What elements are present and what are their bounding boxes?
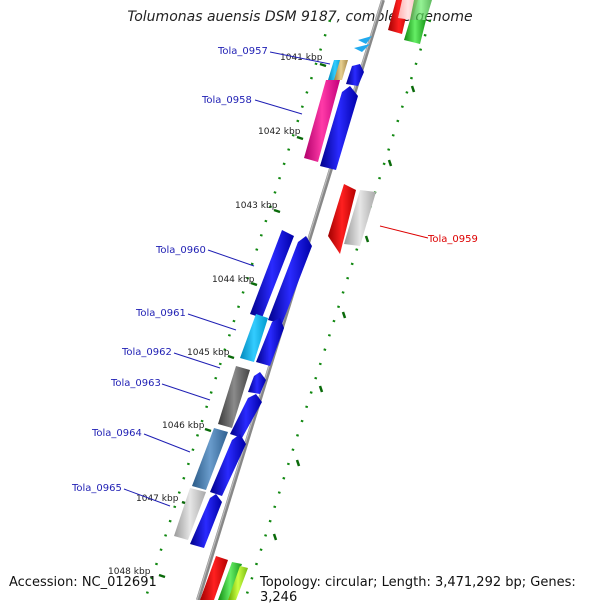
gene-tola-0964-left[interactable] [192, 428, 228, 490]
gene-block-bottom-red[interactable] [200, 556, 228, 600]
gene-label-tola-0958[interactable]: Tola_0958 [201, 95, 252, 106]
accession-label: Accession: NC_012691 [9, 575, 157, 590]
gene-tola-0961-left[interactable] [240, 314, 268, 362]
gene-tola-0959-red[interactable] [328, 184, 356, 254]
gene-tola-0959-gray[interactable] [344, 190, 376, 246]
gene-tola-0962-left[interactable] [218, 366, 250, 428]
gene-tola-0960-left[interactable] [250, 230, 294, 318]
gene-tola-0958-right[interactable] [320, 86, 358, 170]
gene-label-tola-0957[interactable]: Tola_0957 [217, 46, 268, 57]
scale-label-1045: 1045 kbp [187, 348, 230, 358]
mini-arrow-1[interactable] [358, 36, 372, 44]
gene-tola-0963-right[interactable] [230, 394, 262, 438]
leader-tola-0964 [143, 433, 191, 453]
gene-tola-0957-right[interactable] [346, 64, 364, 86]
leader-tola-0959 [379, 225, 429, 239]
mini-arrow-2[interactable] [354, 44, 370, 52]
gene-block-bottom-green[interactable] [218, 562, 242, 600]
gene-label-tola-0964[interactable]: Tola_0964 [91, 428, 142, 439]
gene-tola-0965-right[interactable] [190, 494, 222, 548]
gene-label-tola-0965[interactable]: Tola_0965 [71, 483, 122, 494]
leader-tola-0957 [269, 51, 331, 65]
gene-label-tola-0959[interactable]: Tola_0959 [427, 234, 478, 245]
scale-label-1046: 1046 kbp [162, 421, 205, 431]
gene-tola-0961-right[interactable] [256, 318, 284, 366]
leader-tola-0963 [161, 383, 211, 401]
gene-tola-0960-right[interactable] [268, 236, 312, 324]
gene-tola-0965-left[interactable] [174, 488, 206, 540]
leader-tola-0962 [173, 352, 221, 369]
gene-label-tola-0962[interactable]: Tola_0962 [121, 347, 172, 358]
gene-block-top-green-2[interactable] [410, 0, 432, 20]
gene-tola-0964-right[interactable] [210, 434, 246, 496]
leader-tola-0961 [187, 313, 237, 331]
gene-label-tola-0963[interactable]: Tola_0963 [110, 378, 161, 389]
gene-block-bottom-lime[interactable] [228, 566, 248, 600]
gene-tola-0962-right[interactable] [248, 372, 266, 394]
genome-summary-label: Topology: circular; Length: 3,471,292 bp… [260, 575, 576, 605]
gene-block-top-green[interactable] [404, 20, 426, 44]
gene-tola-0957-tan[interactable] [334, 60, 348, 80]
leader-tola-0960 [207, 249, 255, 267]
scale-label-1044: 1044 kbp [212, 275, 255, 285]
scale-label-1042: 1042 kbp [258, 127, 301, 137]
gene-label-tola-0960[interactable]: Tola_0960 [155, 245, 206, 256]
leader-tola-0965 [123, 488, 171, 507]
scale-label-1043: 1043 kbp [235, 201, 278, 211]
gene-tola-0958-left[interactable] [304, 80, 340, 162]
map-title: Tolumonas auensis DSM 9187, complete gen… [127, 9, 473, 25]
scale-label-1048: 1048 kbp [108, 567, 151, 577]
scale-label-1047: 1047 kbp [136, 494, 179, 504]
gene-label-tola-0961[interactable]: Tola_0961 [135, 308, 186, 319]
leader-tola-0958 [254, 99, 303, 115]
